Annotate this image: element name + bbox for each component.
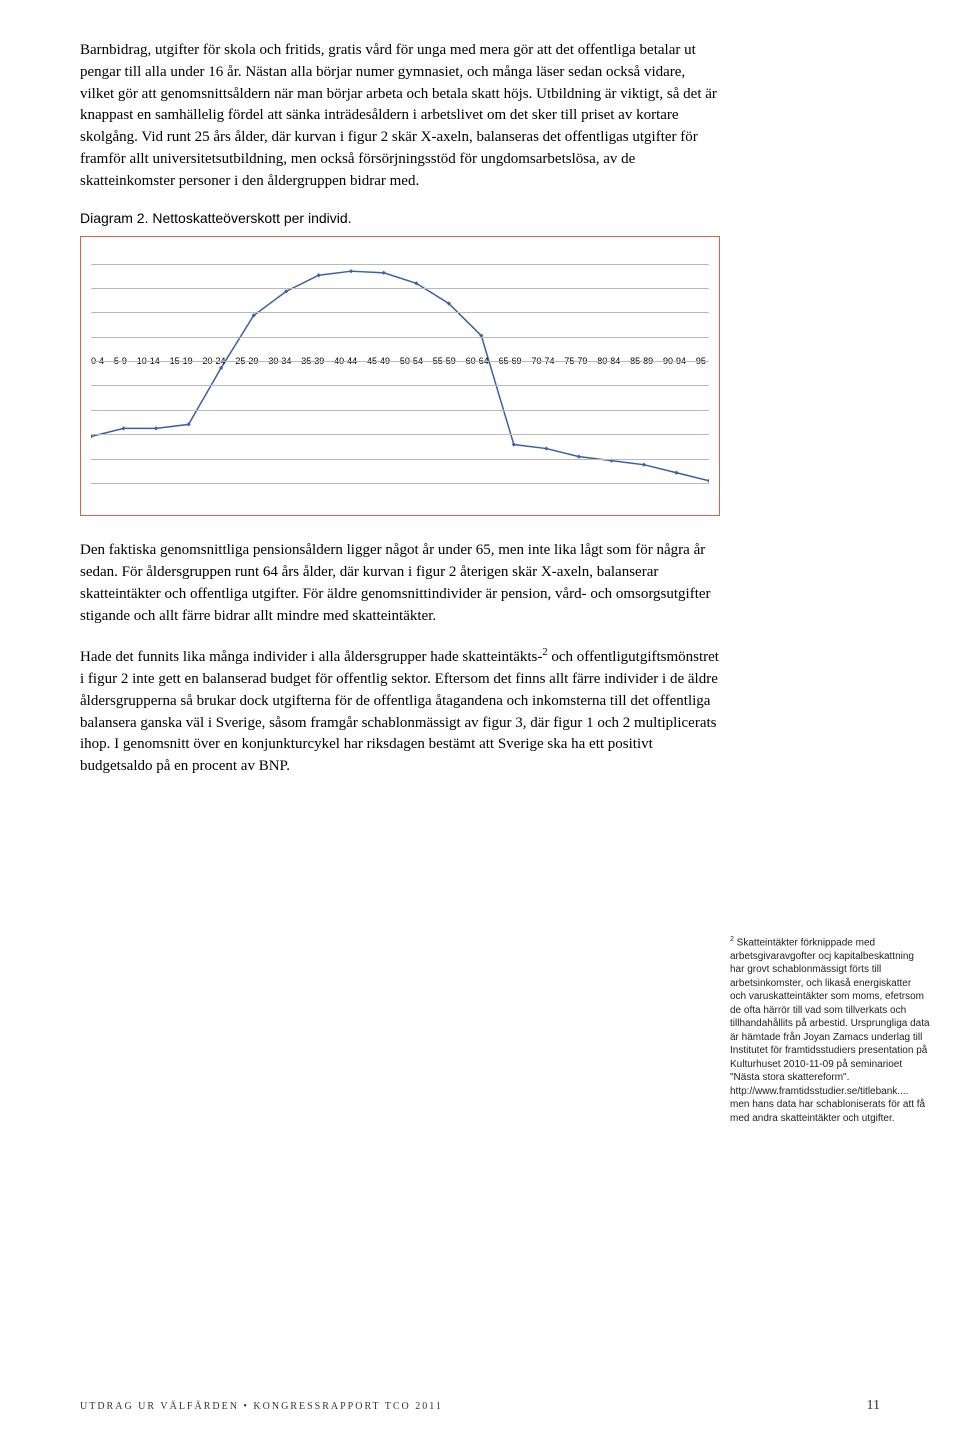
chart-marker xyxy=(642,463,646,467)
chart-line xyxy=(91,271,709,481)
paragraph-3: Hade det funnits lika många individer i … xyxy=(80,645,720,778)
footer-left: UTDRAG UR VÄLFÄRDEN • KONGRESSRAPPORT TC… xyxy=(80,1401,443,1412)
sidenote-text: Skatteintäkter förknippade med arbetsgiv… xyxy=(730,937,930,1124)
chart-marker xyxy=(512,443,516,447)
chart-plot-area: 0-45-910-1415-1920-2425-2930-3435-3940-4… xyxy=(91,247,709,505)
chart-marker xyxy=(382,271,386,275)
chart-gridline xyxy=(91,385,709,386)
chart-gridline xyxy=(91,459,709,460)
chart-marker xyxy=(544,447,548,451)
page: Barnbidrag, utgifter för skola och friti… xyxy=(0,0,960,1434)
chart-svg xyxy=(91,247,709,505)
chart-marker xyxy=(121,427,125,431)
chart-gridline xyxy=(91,483,709,484)
page-footer: UTDRAG UR VÄLFÄRDEN • KONGRESSRAPPORT TC… xyxy=(80,1398,880,1414)
paragraph-1: Barnbidrag, utgifter för skola och friti… xyxy=(80,40,720,192)
paragraph-2: Den faktiska genomsnittliga pensionsålde… xyxy=(80,540,720,627)
chart-title: Diagram 2. Nettoskatteöverskott per indi… xyxy=(80,210,720,226)
chart-gridline xyxy=(91,434,709,435)
chart-gridline xyxy=(91,337,709,338)
chart-container: 0-45-910-1415-1920-2425-2930-3435-3940-4… xyxy=(80,236,720,516)
chart-marker xyxy=(154,427,158,431)
main-column: Barnbidrag, utgifter för skola och friti… xyxy=(80,40,720,778)
chart-gridline xyxy=(91,410,709,411)
chart-gridline xyxy=(91,312,709,313)
p3-part-a: Hade det funnits lika många individer i … xyxy=(80,649,542,665)
chart-marker xyxy=(349,269,353,273)
chart-gridline xyxy=(91,264,709,265)
chart-marker xyxy=(674,471,678,475)
chart-marker xyxy=(91,435,93,439)
sidenote-footnote-2: 2 Skatteintäkter förknippade med arbetsg… xyxy=(730,935,930,1125)
chart-gridline xyxy=(91,361,709,362)
footer-page-number: 11 xyxy=(867,1398,880,1414)
p3-part-b: och offentligutgiftsmönstret i figur 2 i… xyxy=(80,649,719,774)
chart-gridline xyxy=(91,288,709,289)
